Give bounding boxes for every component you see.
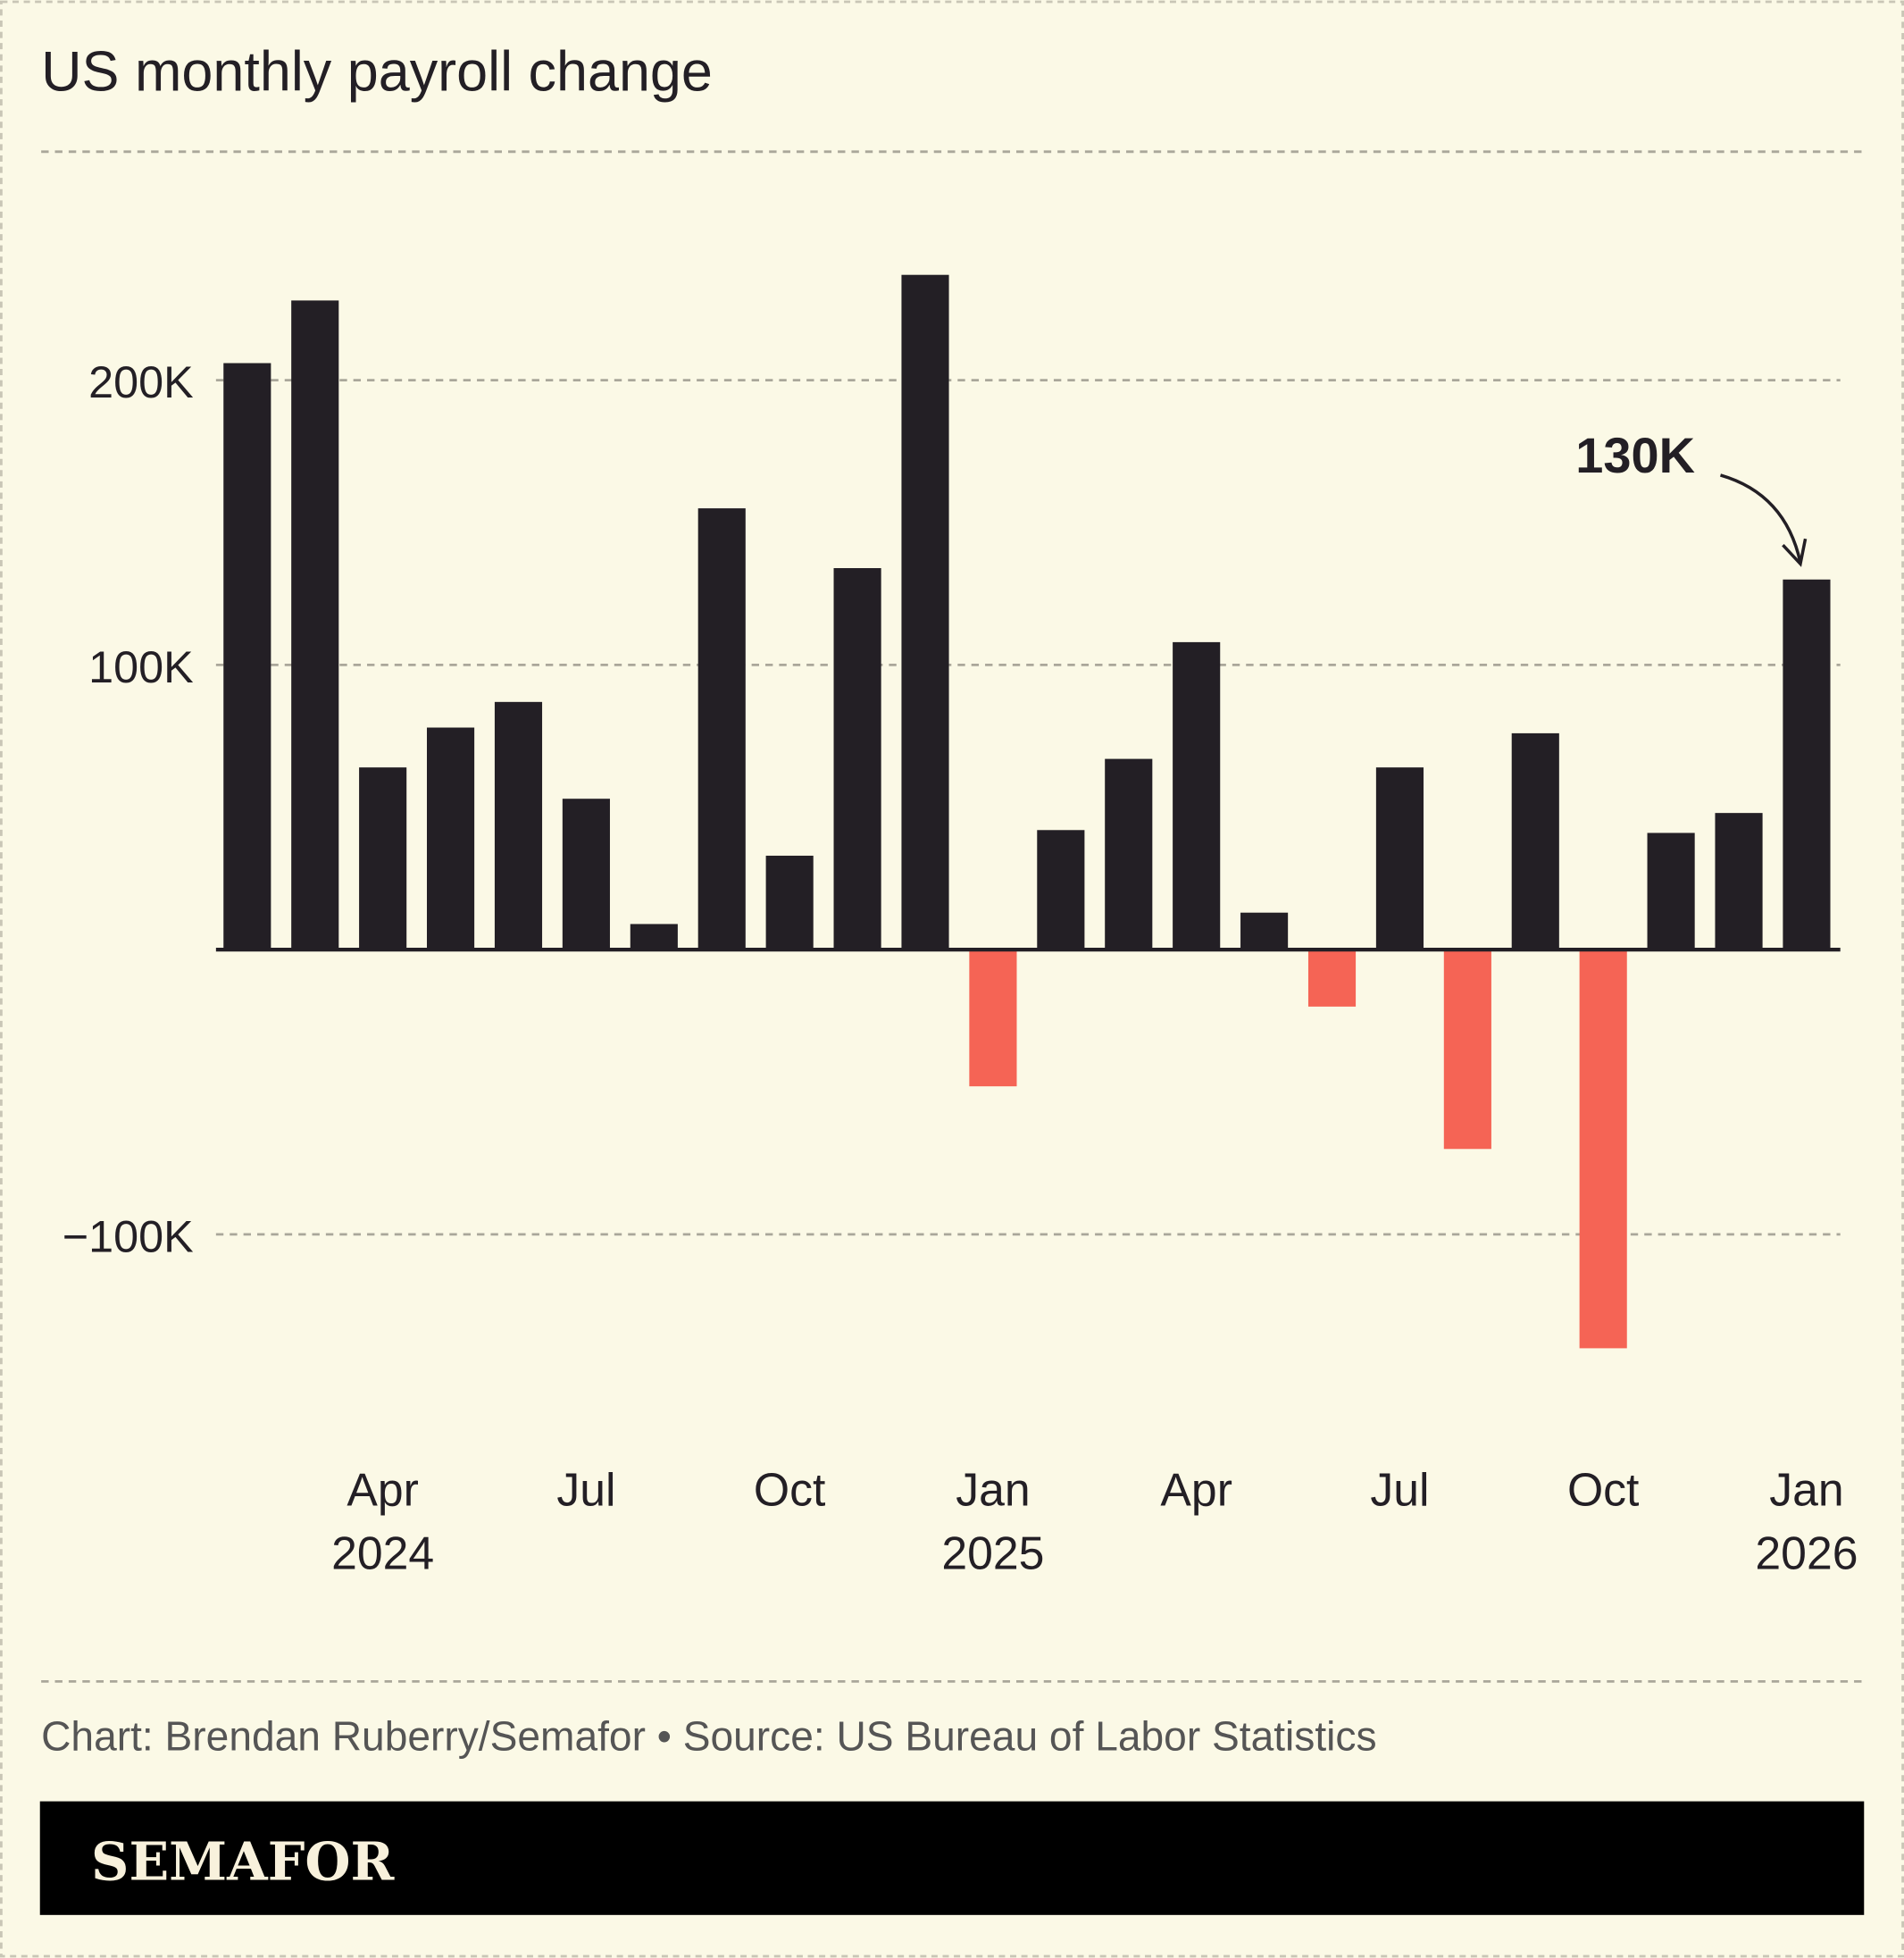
bar-oct-2024 [765, 855, 814, 950]
annotation-arrowhead-icon [1782, 538, 1808, 567]
annotation-arrow-icon [1720, 473, 1802, 564]
x-tick-label: Jan [1769, 1463, 1843, 1515]
x-tick-year-label: 2024 [331, 1527, 434, 1579]
bar-jun-2024 [494, 701, 543, 950]
x-tick-label: Jul [556, 1463, 615, 1515]
brand-bar [39, 1801, 1865, 1915]
bar-nov-2025 [1647, 833, 1695, 950]
x-tick-label: Oct [754, 1463, 825, 1515]
x-tick-label: Jan [956, 1463, 1030, 1515]
bar-dec-2024 [901, 274, 949, 950]
bar-mar-2025 [1105, 758, 1153, 950]
semafor-logo: SEMAFOR [91, 1831, 395, 1893]
bar-jan-2026 [1783, 579, 1831, 950]
annotation-label: 130K [1575, 427, 1695, 483]
bar-jun-2025 [1307, 950, 1357, 1007]
bar-feb-2025 [1037, 830, 1085, 950]
bar-jan-2025 [969, 950, 1017, 1087]
bar-sep-2024 [697, 508, 746, 950]
bar-may-2025 [1240, 912, 1289, 950]
y-tick-label: −100K [63, 1210, 194, 1261]
bar-apr-2024 [359, 767, 407, 950]
x-tick-label: Oct [1567, 1463, 1639, 1515]
bar-oct-2025 [1579, 950, 1627, 1349]
bar-jul-2025 [1375, 767, 1424, 950]
bar-dec-2025 [1715, 813, 1763, 950]
y-tick-label: 100K [88, 641, 194, 692]
bar-sep-2025 [1511, 732, 1559, 950]
x-tick-label: Jul [1370, 1463, 1429, 1515]
x-tick-year-label: 2025 [941, 1527, 1044, 1579]
bar-jul-2024 [562, 799, 610, 950]
y-tick-label: 200K [88, 356, 194, 407]
bar-mar-2024 [291, 300, 339, 950]
x-tick-year-label: 2026 [1755, 1527, 1858, 1579]
footer-credit: Chart: Brendan Ruberry/Semafor • Source:… [41, 1712, 1376, 1759]
bar-aug-2025 [1443, 950, 1491, 1150]
bar-aug-2024 [630, 924, 678, 950]
chart-title: US monthly payroll change [41, 40, 713, 103]
x-tick-label: Apr [347, 1463, 418, 1515]
x-tick-label: Apr [1160, 1463, 1232, 1515]
bar-apr-2025 [1173, 641, 1221, 950]
bar-may-2024 [427, 727, 475, 950]
bar-nov-2024 [833, 568, 881, 950]
bar-feb-2024 [223, 363, 271, 950]
